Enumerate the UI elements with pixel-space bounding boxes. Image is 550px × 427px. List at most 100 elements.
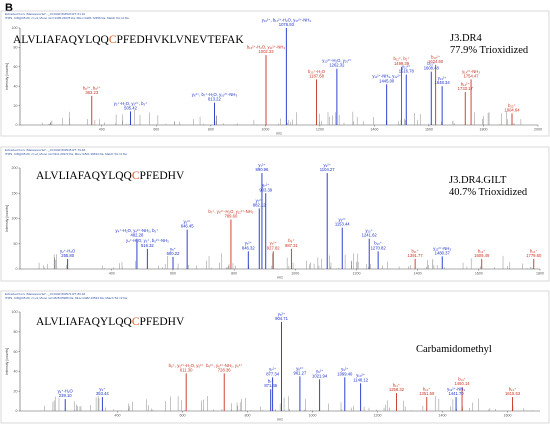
peak-label: 1258.32 xyxy=(389,387,405,392)
peak-label: 961.27 xyxy=(294,370,307,375)
peak-label: 1021.94 xyxy=(312,373,328,378)
peak-label: 882.12 xyxy=(253,202,266,207)
sequence-part: PFEDHVKLVNEVTEFAK xyxy=(117,34,245,46)
peptide-sequence: ALVLIAFAQYLQQCPFEDHV xyxy=(36,170,185,182)
peak-label: y₃⁺-H₂O, y₃²⁺, b₃⁺ xyxy=(114,101,148,106)
peak-label: 890.96 xyxy=(256,167,269,172)
modified-cysteine: C xyxy=(132,316,140,328)
peak-label: 1615.53 xyxy=(505,391,521,396)
peak-label: y₆²⁺, b₇⁺-H₂O, y₁₀²⁺-NH₃ xyxy=(192,92,238,97)
sample-annotation: Carbamidomethyl xyxy=(416,344,492,355)
peak-label: y₁₁²⁺-NH₃, y₁₂²⁺ xyxy=(372,74,401,79)
peak-label: 903.39 xyxy=(259,187,272,192)
peak-label: 1351.59 xyxy=(419,391,435,396)
x-tick-label: 1600 xyxy=(475,272,483,276)
peak-label: y₇²⁺ xyxy=(258,162,265,167)
y-tick-label: 100 xyxy=(12,310,18,314)
y-tick-label: 200 xyxy=(12,166,18,170)
peak-label: 363.23 xyxy=(85,90,98,95)
peak-label: b₁₃⁺ xyxy=(427,61,435,66)
y-axis-label: Intensity [counts] xyxy=(5,205,9,232)
y-tick-label: 60 xyxy=(14,65,18,69)
x-tick-label: 1800 xyxy=(536,272,544,276)
peak-label: y₇²⁺ xyxy=(262,183,269,188)
peak-label: 1187.68 xyxy=(309,73,324,78)
x-tick-label: 1400 xyxy=(414,272,422,276)
y-tick-label: 40 xyxy=(14,370,18,374)
peak-label: b₁₄²⁺ xyxy=(461,81,470,86)
peak-label: y₁₃²⁺ xyxy=(438,76,447,81)
peak-label: b₁₀⁺-H₂O xyxy=(308,69,326,74)
peak-label: 1445.00 xyxy=(379,78,395,83)
peak-label: y₇²⁺ xyxy=(269,367,276,372)
peak-label: 1754.47 xyxy=(463,73,479,78)
peak-label: y₉²⁺ xyxy=(324,162,331,167)
peak-label: b₆³⁺, b₆²⁺ xyxy=(83,85,101,90)
x-tick-label: 1600 xyxy=(425,128,433,132)
peak-label: y₁₀²⁺ xyxy=(356,373,365,378)
peak-label: y₈²⁺ xyxy=(296,366,303,371)
y-tick-label: 100 xyxy=(12,26,18,30)
peak-label: 813.22 xyxy=(208,97,221,102)
peak-label: y₇²⁺ xyxy=(256,198,263,203)
x-tick-label: 800 xyxy=(231,272,237,276)
peak-label: y₇²⁺ xyxy=(270,241,277,246)
x-tick-label: 1800 xyxy=(479,128,487,132)
peak-label: 1499.39 xyxy=(394,61,410,66)
peak-label: 987.31 xyxy=(285,243,298,248)
x-axis-label: m/z xyxy=(276,132,282,136)
y-tick-label: 80 xyxy=(14,330,18,334)
sample-annotation: J3.DR4.GILT xyxy=(449,175,507,186)
peak-label: 239.10 xyxy=(59,393,72,398)
peak-label: b₁₂⁺ xyxy=(423,387,431,392)
spectrum-panel-3: Extracted from: /Massspec/12/..._J3.RAW … xyxy=(0,290,550,424)
peak-label: y₂⁺-H₂O xyxy=(60,248,76,253)
sample-annotation: J3.DR4 xyxy=(450,33,483,44)
peak-label: y₁₀⁺ xyxy=(365,228,372,233)
y-tick-label: 80 xyxy=(14,46,18,50)
peak-label: b₁₄⁺ xyxy=(530,248,538,253)
peak-label: 1270.82 xyxy=(371,245,387,250)
spectrum-panel-2: Extracted from: /Massspec/12/..._J3.RAW … xyxy=(0,146,550,282)
x-tick-label: 600 xyxy=(153,128,159,132)
sequence-part: PFEDHV xyxy=(140,170,185,182)
x-tick-label: 1000 xyxy=(309,414,317,418)
x-tick-label: 1400 xyxy=(370,128,378,132)
x-tick-label: 1400 xyxy=(439,414,447,418)
x-tick-label: 600 xyxy=(180,414,186,418)
y-tick-label: 0 xyxy=(16,267,18,271)
peak-label: 728.36 xyxy=(218,367,231,372)
y-tick-label: 150 xyxy=(12,191,18,195)
peak-label: y₇²⁺ xyxy=(245,241,252,246)
peak-label: 1262.32 xyxy=(329,63,345,68)
spectrum-header-line: Extracted from: /Massspec/12/..._J3.RAW … xyxy=(5,292,85,296)
peak-label: 255.80 xyxy=(61,253,74,258)
x-tick-label: 1200 xyxy=(374,414,382,418)
peak-label: b₇⁺, y₆²⁺-H₂O, y₁₁²⁺-NH₃ xyxy=(208,209,253,214)
peak-label: y₁₄²⁺-NH₃ xyxy=(462,69,480,74)
peak-label: y₁₆²⁺, b₁₇²⁺-H₂O, y₁₇²⁺-NH₃ xyxy=(262,17,312,22)
peak-label: y₄⁺-H₂O, y₅⁺, b₅²⁺-NH₃ xyxy=(126,238,169,243)
x-tick-label: 1000 xyxy=(261,128,269,132)
spectrum-header-line: Extracted from: /Massspec/12/..._J3.RAW … xyxy=(5,148,85,152)
peak-label: 505.42 xyxy=(124,105,137,110)
peak-label: b₁₃⁺ xyxy=(458,377,466,382)
peak-label: 516.32 xyxy=(141,243,154,248)
x-tick-label: 600 xyxy=(170,272,176,276)
y-tick-label: 20 xyxy=(14,389,18,393)
x-tick-label: 800 xyxy=(208,128,214,132)
peak-label: 1779.60 xyxy=(526,253,542,258)
x-tick-label: 2000 xyxy=(534,128,542,132)
y-axis-label: Intensity [counts] xyxy=(5,63,9,90)
peak-label: 1241.62 xyxy=(362,233,378,238)
peak-label: 1002.33 xyxy=(258,49,274,54)
peak-label: 1460.14 xyxy=(454,381,470,386)
peak-label: 1733.17 xyxy=(458,86,474,91)
peak-label: y₄⁺-H₂O, y₄²⁺-NH₃, b₅⁺ xyxy=(116,228,159,233)
panel-frame xyxy=(0,146,550,282)
y-tick-label: 0 xyxy=(16,409,18,413)
peak-label: 1516.78 xyxy=(399,69,415,74)
peak-label: 482.28 xyxy=(131,233,144,238)
y-tick-label: 0 xyxy=(16,123,18,127)
y-tick-label: 40 xyxy=(14,84,18,88)
